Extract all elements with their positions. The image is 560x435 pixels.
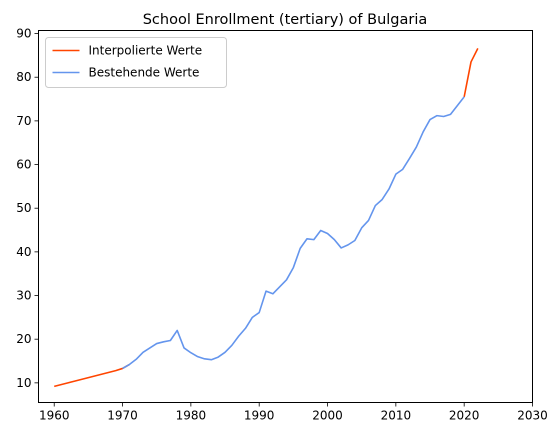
y-tick-label: 90 [16, 27, 31, 41]
x-tick-label: 1960 [39, 409, 70, 423]
x-tick-label: 1980 [176, 409, 207, 423]
x-tick-label: 1990 [244, 409, 275, 423]
legend-box [45, 37, 227, 88]
legend: Interpolierte Werte Bestehende Werte [45, 37, 227, 88]
y-tick-label: 60 [16, 158, 31, 172]
y-tick-label: 80 [16, 70, 31, 84]
y-tick-label: 10 [16, 376, 31, 390]
x-tick-label: 2000 [312, 409, 343, 423]
series-line-1-segment-1 [54, 363, 130, 388]
y-tick-label: 30 [16, 289, 31, 303]
y-axis: 10 20 30 40 50 60 70 80 90 [16, 27, 39, 390]
x-tick-label: 1970 [107, 409, 138, 423]
chart-title: School Enrollment (tertiary) of Bulgaria [143, 12, 428, 28]
series-line-1-segment-2 [463, 48, 479, 98]
legend-label-2: Bestehende Werte [89, 66, 200, 80]
y-tick-label: 40 [16, 245, 31, 259]
legend-label-1: Interpolierte Werte [89, 44, 203, 58]
x-tick-label: 2010 [381, 409, 412, 423]
plot-area-frame [38, 30, 533, 403]
x-tick-label: 2020 [449, 409, 480, 423]
y-tick-label: 50 [16, 201, 31, 215]
x-axis: 1960 1970 1980 1990 2000 2010 2020 2030 [39, 402, 548, 423]
series-line-2-segment-1 [122, 96, 465, 370]
x-tick-label: 2030 [517, 409, 548, 423]
y-tick-label: 70 [16, 114, 31, 128]
y-tick-label: 20 [16, 332, 31, 346]
plot-lines [54, 48, 479, 388]
